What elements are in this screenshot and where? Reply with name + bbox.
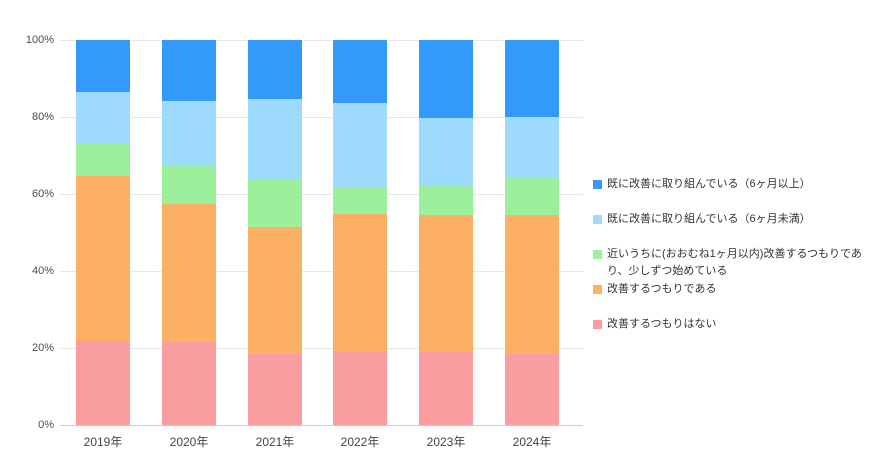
bar-segment bbox=[333, 186, 387, 214]
legend-swatch-icon bbox=[593, 180, 602, 189]
x-tick-label: 2019年 bbox=[83, 435, 123, 449]
x-tick-label: 2021年 bbox=[255, 435, 295, 449]
bar-2022年 bbox=[333, 40, 387, 425]
bar-segment bbox=[505, 354, 559, 425]
legend-swatch-icon bbox=[593, 320, 602, 329]
y-tick-label: 60% bbox=[31, 188, 54, 200]
x-axis-line bbox=[60, 425, 583, 426]
y-tick-label: 100% bbox=[25, 34, 54, 46]
bar-segment bbox=[76, 40, 130, 92]
bar-2024年 bbox=[505, 40, 559, 425]
bar-segment bbox=[248, 40, 302, 99]
bar-2021年 bbox=[248, 40, 302, 425]
x-tick-label: 2022年 bbox=[340, 435, 380, 449]
legend-item: 近いうちに(おおむね1ヶ月以内)改善するつもりであり、少しずつ始めている bbox=[593, 246, 879, 280]
bar-segment bbox=[505, 117, 559, 178]
y-tick-label: 40% bbox=[31, 265, 54, 277]
bar-2023年 bbox=[419, 40, 473, 425]
bar-2020年 bbox=[162, 40, 216, 425]
legend-swatch-icon bbox=[593, 250, 602, 259]
x-tick-label: 2020年 bbox=[169, 435, 209, 449]
bar-segment bbox=[162, 341, 216, 425]
legend-label: 近いうちに(おおむね1ヶ月以内)改善するつもりであり、少しずつ始めている bbox=[607, 248, 862, 277]
bar-segment bbox=[419, 214, 473, 353]
y-gridline bbox=[60, 271, 583, 272]
y-gridline bbox=[60, 348, 583, 349]
y-gridline bbox=[60, 40, 583, 41]
bar-segment bbox=[248, 227, 302, 355]
bar-segment bbox=[76, 175, 130, 342]
bar-segment bbox=[162, 203, 216, 342]
bar-segment bbox=[505, 215, 559, 355]
legend-swatch-icon bbox=[593, 215, 602, 224]
legend-swatch-icon bbox=[593, 285, 602, 294]
bar-segment bbox=[248, 354, 302, 425]
bar-segment bbox=[333, 40, 387, 103]
legend-item: 改善するつもりである bbox=[593, 281, 716, 298]
bar-segment bbox=[248, 179, 302, 228]
legend-label: 改善するつもりはない bbox=[607, 318, 717, 330]
bar-segment bbox=[162, 165, 216, 204]
legend-label: 既に改善に取り組んでいる（6ヶ月未満） bbox=[607, 213, 811, 225]
legend-label: 既に改善に取り組んでいる（6ヶ月以上） bbox=[607, 178, 811, 190]
bar-segment bbox=[333, 213, 387, 352]
y-tick-label: 0% bbox=[38, 419, 54, 431]
y-gridline bbox=[60, 117, 583, 118]
x-tick-label: 2023年 bbox=[426, 435, 466, 449]
legend-item: 改善するつもりはない bbox=[593, 316, 717, 333]
x-tick-label: 2024年 bbox=[512, 435, 552, 449]
bar-segment bbox=[333, 351, 387, 425]
bar-segment bbox=[419, 118, 473, 186]
bar-segment bbox=[419, 352, 473, 425]
y-tick-label: 20% bbox=[31, 342, 54, 354]
legend-item: 既に改善に取り組んでいる（6ヶ月未満） bbox=[593, 211, 811, 228]
bar-segment bbox=[76, 341, 130, 425]
bar-segment bbox=[162, 40, 216, 101]
bar-segment bbox=[505, 40, 559, 118]
y-gridline bbox=[60, 194, 583, 195]
bar-segment bbox=[419, 40, 473, 119]
bar-segment bbox=[162, 100, 216, 166]
legend-label: 改善するつもりである bbox=[607, 283, 717, 295]
bar-segment bbox=[505, 177, 559, 216]
bar-segment bbox=[419, 185, 473, 215]
y-tick-label: 80% bbox=[31, 111, 54, 123]
bar-segment bbox=[333, 102, 387, 187]
bar-segment bbox=[76, 91, 130, 143]
legend-item: 既に改善に取り組んでいる（6ヶ月以上） bbox=[593, 176, 811, 193]
bar-segment bbox=[248, 98, 302, 180]
bar-segment bbox=[76, 142, 130, 176]
bar-2019年 bbox=[76, 40, 130, 425]
